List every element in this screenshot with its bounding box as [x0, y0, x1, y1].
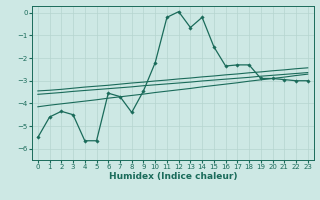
X-axis label: Humidex (Indice chaleur): Humidex (Indice chaleur)	[108, 172, 237, 181]
